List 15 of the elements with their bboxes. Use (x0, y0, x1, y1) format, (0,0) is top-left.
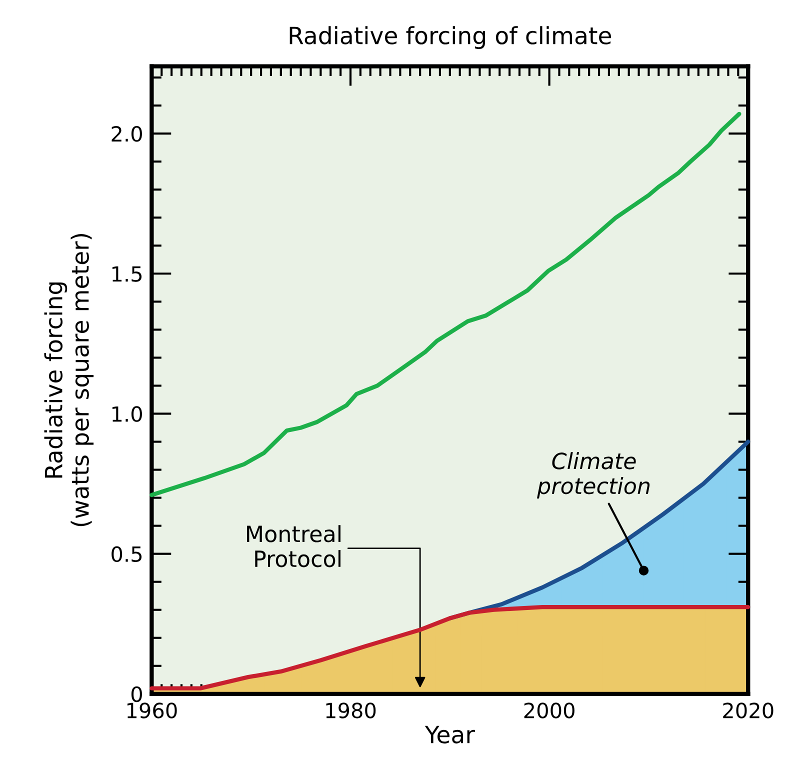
y-tick-label: 1.5 (112, 266, 142, 282)
x-axis-title: Year (424, 726, 475, 744)
y-tick-label: 1.0 (112, 406, 142, 422)
y-tick-label: 0.5 (112, 546, 142, 562)
y-axis-title: Radiative forcing (watts per square meter) (44, 234, 94, 526)
x-tick-label: 2000 (524, 702, 574, 718)
x-tick-label: 1980 (326, 702, 376, 718)
x-tick-label: 2020 (723, 702, 774, 718)
y-tick-label: 2.0 (112, 126, 142, 142)
y-tick-label: 0 (131, 686, 142, 702)
line-series (150, 112, 742, 498)
annotation: Montreal Protocol (247, 525, 340, 568)
annotation: Climate protection (536, 452, 650, 499)
x-tick-label: 1960 (127, 702, 177, 718)
chart-title: Radiative forcing of climate (290, 26, 612, 49)
